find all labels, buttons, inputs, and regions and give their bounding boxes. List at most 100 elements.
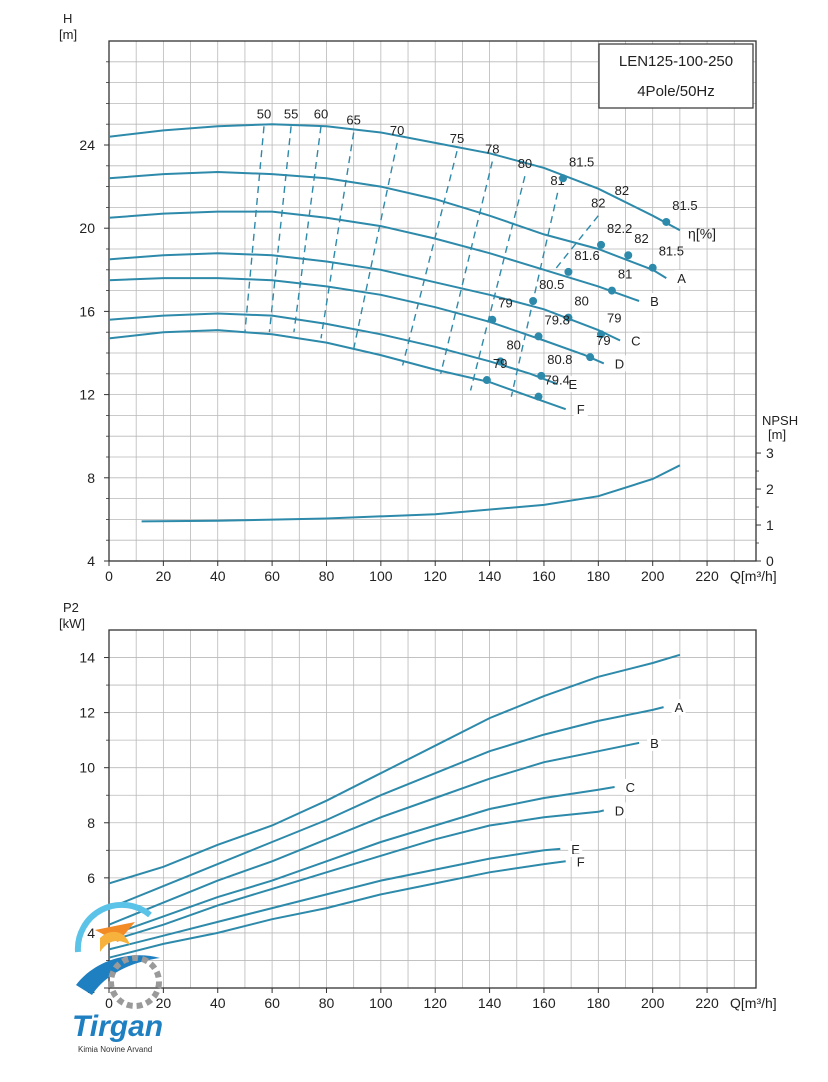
curve-F xyxy=(108,860,566,959)
efficiency-point-label: 80 xyxy=(506,337,520,352)
x-tick-label: 180 xyxy=(587,995,611,1011)
npsh-tick-label: 1 xyxy=(766,517,774,533)
curve-label-bg xyxy=(611,802,626,819)
x-tick-label: 160 xyxy=(532,995,556,1011)
curve-label: B xyxy=(650,294,659,309)
efficiency-point xyxy=(496,357,505,366)
y-axis-title: P2 xyxy=(63,600,79,615)
efficiency-point xyxy=(624,251,633,260)
iso-efficiency-line xyxy=(510,192,559,397)
plot-frame xyxy=(108,629,757,989)
x-tick-label: 20 xyxy=(156,995,172,1011)
iso-efficiency-label: 55 xyxy=(284,106,298,121)
curve-C xyxy=(108,252,621,342)
efficiency-point xyxy=(564,313,573,322)
curve-A xyxy=(108,706,664,910)
curve-D xyxy=(108,277,605,365)
curve-label-bg xyxy=(674,270,689,287)
x-tick-label: 120 xyxy=(424,995,448,1011)
x-tick-label: 20 xyxy=(156,568,172,584)
curve-label: B xyxy=(650,736,659,751)
logo-emblem-icon xyxy=(74,901,162,1009)
iso-efficiency-line xyxy=(440,161,493,374)
efficiency-point-label: 79 xyxy=(493,356,507,371)
logo-brand: Tirgan xyxy=(72,1010,163,1043)
x-tick-label: 0 xyxy=(105,568,113,584)
efficiency-point-label: 82 xyxy=(634,231,648,246)
efficiency-point-label: 81.5 xyxy=(569,154,594,169)
y-tick-label: 14 xyxy=(79,650,95,666)
y-tick-label: 12 xyxy=(79,705,95,721)
efficiency-point xyxy=(537,371,546,380)
efficiency-point xyxy=(597,330,606,339)
npsh-tick-label: 2 xyxy=(766,481,774,497)
efficiency-point xyxy=(564,267,573,276)
curve-label-bg xyxy=(647,734,662,751)
curve-label: F xyxy=(577,402,585,417)
company-logo: Tirgan Kimia Novine Arvand xyxy=(72,901,163,1054)
curve-label: E xyxy=(569,377,578,392)
x-tick-label: 100 xyxy=(369,995,393,1011)
x-tick-label: 80 xyxy=(319,995,335,1011)
x-tick-label: 100 xyxy=(369,568,393,584)
efficiency-point-label: 79 xyxy=(607,310,621,325)
x-tick-label: 40 xyxy=(210,995,226,1011)
curve-label: D xyxy=(615,356,624,371)
efficiency-point xyxy=(558,174,567,183)
efficiency-point-label: 82.2 xyxy=(607,221,632,236)
efficiency-point xyxy=(534,392,543,401)
x-tick-label: 80 xyxy=(319,568,335,584)
y-tick-label: 4 xyxy=(87,553,95,569)
npsh-tick-label: 3 xyxy=(766,445,774,461)
curve-E xyxy=(108,847,561,951)
power-panel: 020406080100120140160180200220Q[m³/h]246… xyxy=(59,600,777,1011)
efficiency-point xyxy=(534,332,543,341)
curve-B xyxy=(108,210,640,302)
curve-label: E xyxy=(571,842,580,857)
plot-frame xyxy=(108,40,757,562)
iso-efficiency-line xyxy=(353,142,398,349)
iso-efficiency-line xyxy=(293,126,322,333)
iso-efficiency-line xyxy=(268,126,292,333)
efficiency-point-label: 80.5 xyxy=(539,277,564,292)
efficiency-point xyxy=(648,263,657,272)
x-tick-label: 200 xyxy=(641,568,665,584)
x-tick-label: 160 xyxy=(532,568,556,584)
curve-label-bg xyxy=(611,355,626,372)
curve-label-bg xyxy=(647,293,662,309)
npsh-curve xyxy=(141,464,681,523)
curve-C xyxy=(108,786,615,937)
efficiency-point-label: 79 xyxy=(596,333,610,348)
y-tick-label: 24 xyxy=(79,137,95,153)
efficiency-point-label: 79 xyxy=(498,296,512,311)
iso-efficiency-line xyxy=(401,151,458,366)
efficiency-point-label: 81.6 xyxy=(574,248,599,263)
iso-efficiency-label: 82 xyxy=(591,196,605,211)
efficiency-point-label: 81.5 xyxy=(672,198,697,213)
efficiency-point-label: 79.8 xyxy=(545,312,570,327)
y-tick-label: 8 xyxy=(87,815,95,831)
y-tick-label: 8 xyxy=(87,470,95,486)
efficiency-point xyxy=(597,240,606,249)
y-tick-label: 4 xyxy=(87,925,95,941)
curve-label-bg xyxy=(573,401,588,418)
curve-B xyxy=(108,741,640,926)
logo-tagline: Kimia Novine Arvand xyxy=(78,1045,152,1054)
curve-label-bg xyxy=(628,332,643,349)
curve-D xyxy=(108,809,605,943)
iso-efficiency-label: 60 xyxy=(314,106,328,121)
efficiency-point-label: 81.5 xyxy=(659,244,684,259)
x-axis-label: Q[m³/h] xyxy=(730,995,777,1011)
y-tick-label: 10 xyxy=(79,760,95,776)
curve-label-bg xyxy=(671,699,686,716)
efficiency-point-label: 81 xyxy=(618,267,632,282)
x-tick-label: 220 xyxy=(695,568,719,584)
curve-label-bg xyxy=(565,376,580,393)
x-tick-label: 180 xyxy=(587,568,611,584)
efficiency-point-label: 80.8 xyxy=(547,352,572,367)
info-box: LEN125-100-250 4Pole/50Hz xyxy=(598,43,754,109)
iso-efficiency-line xyxy=(469,176,526,391)
curve-label: C xyxy=(631,334,640,349)
iso-efficiency-label: 70 xyxy=(390,123,404,138)
